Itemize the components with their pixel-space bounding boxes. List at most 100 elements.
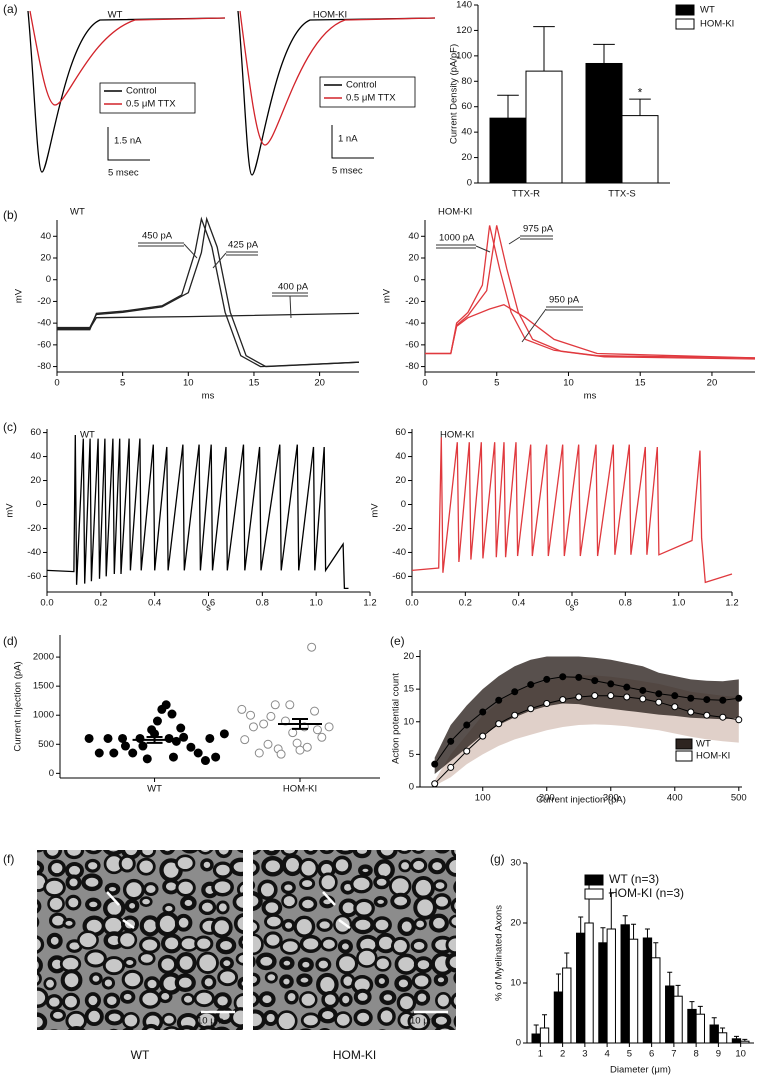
error-bar [564,952,570,968]
scale-label: 5 msec [108,168,139,179]
axon [253,933,264,956]
axon [198,899,217,916]
point [559,673,567,681]
error-bar [555,973,561,992]
axon [122,878,145,901]
y-tick-label: 40 [408,231,419,242]
axon [257,879,278,901]
axon [432,879,448,892]
point [302,742,312,752]
point [735,716,743,724]
point [248,722,258,732]
axon [124,898,140,913]
y-tick-label: 40 [40,231,51,242]
point [254,748,264,758]
axon [157,954,178,975]
y-tick-label: -80 [37,361,51,372]
x-tick-label: 0.2 [459,598,472,609]
point [312,725,322,735]
point [463,747,471,755]
y-tick-label: 20 [40,253,51,264]
error-bar [593,43,615,64]
y-tick-label: 20 [510,918,521,929]
axon [411,875,435,900]
legend-swatch [675,750,693,762]
axon [217,968,239,987]
axon [376,850,398,860]
point [167,709,177,719]
axon [199,1025,218,1030]
label-underline [138,242,184,247]
axon [317,1006,338,1024]
y-tick-label: 20 [395,475,406,486]
point [171,736,181,746]
point [639,686,647,694]
axon [200,858,214,872]
axon [253,859,260,876]
axon [434,1024,456,1030]
x-tick-label: 0 [422,378,427,389]
axon [50,1029,58,1030]
scale-label: 5 msec [332,166,363,177]
bar [621,115,659,184]
axon [275,1010,298,1030]
point [237,704,247,714]
point [205,733,215,743]
axon [89,972,103,986]
point [179,732,189,742]
x-tick-label: 0.8 [619,598,632,609]
axon [104,882,121,896]
axon [61,992,81,1011]
axon [47,859,66,877]
axon [394,953,418,975]
x-axis-label: s [570,603,575,614]
error-bar [629,98,651,116]
x-tick-label: 5 [494,378,499,389]
point [495,720,503,728]
point [259,719,269,729]
axon [253,881,256,890]
x-tick-label: 10 [563,378,574,389]
axon [448,914,456,929]
point [161,700,171,710]
legend-label: WT [696,739,711,750]
x-tick-label: 400 [667,793,683,804]
error-bar [542,1014,548,1028]
y-tick-label: 0 [46,274,51,285]
legend-label: WT (n=3) [609,872,659,886]
axon [43,977,57,991]
axon [416,1029,423,1030]
point [623,693,631,701]
axon [434,850,450,854]
error-bar [711,1017,717,1025]
y-tick-label: 0 [36,499,41,510]
panel-letter: (g) [490,852,505,866]
axon [37,987,49,1008]
panel-letter: (a) [3,2,18,16]
axon [139,850,156,858]
point [263,739,273,749]
scale-label: 1 nA [338,134,358,145]
axon [372,916,392,934]
axon [413,895,437,920]
bar [665,985,675,1044]
point [447,763,455,771]
y-tick-label: 40 [461,127,472,138]
legend-swatch [675,18,695,30]
error-bar [675,984,681,997]
bar [553,991,564,1044]
axon [350,874,373,894]
axon [281,853,304,877]
point [246,710,256,720]
panel-title: WT [70,207,85,218]
label-pointer [212,252,227,269]
y-tick-label: 20 [461,152,472,163]
axon [253,1009,266,1030]
axon [143,882,159,896]
point [310,706,320,716]
series-label: 425 pA [228,240,259,251]
bar [585,62,623,184]
axon [253,919,260,935]
axon [279,974,294,989]
scale-label: 10 μm [197,1016,224,1027]
